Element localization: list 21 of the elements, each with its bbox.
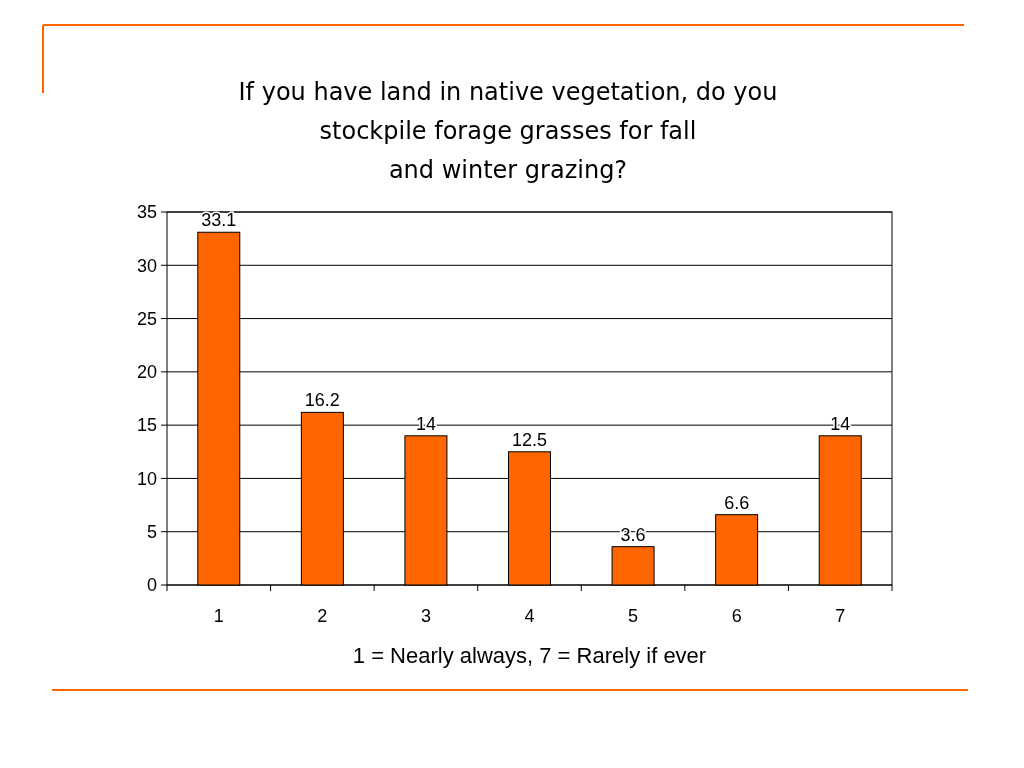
y-tick-label: 15 [136,415,157,436]
x-tick-label: 6 [731,606,742,626]
y-tick-label: 0 [146,575,157,596]
x-tick-label: 1 [213,606,224,626]
x-tick-label: 4 [524,606,535,626]
y-tick-label: 30 [136,255,157,276]
x-tick-label: 5 [628,606,639,626]
x-tick-label: 2 [317,606,328,626]
data-label: 12.5 [511,429,548,450]
y-tick-label: 35 [136,202,157,223]
y-tick-label: 10 [136,468,157,489]
x-tick-label: 7 [835,606,846,626]
data-label: 33.1 [201,210,237,231]
chart-title: If you have land in native vegetation, do you stockpile forage grasses for fall and winter grazing? [238,78,778,184]
y-tick-label: 25 [136,308,157,329]
data-label: 16.2 [304,390,340,411]
x-tick-label: 3 [420,606,431,626]
y-tick-label: 5 [146,522,157,543]
data-label: 6.6 [724,492,750,513]
y-tick-label: 20 [136,362,157,383]
x-axis-title: 1 = Nearly always, 7 = Rarely if ever [352,643,707,668]
